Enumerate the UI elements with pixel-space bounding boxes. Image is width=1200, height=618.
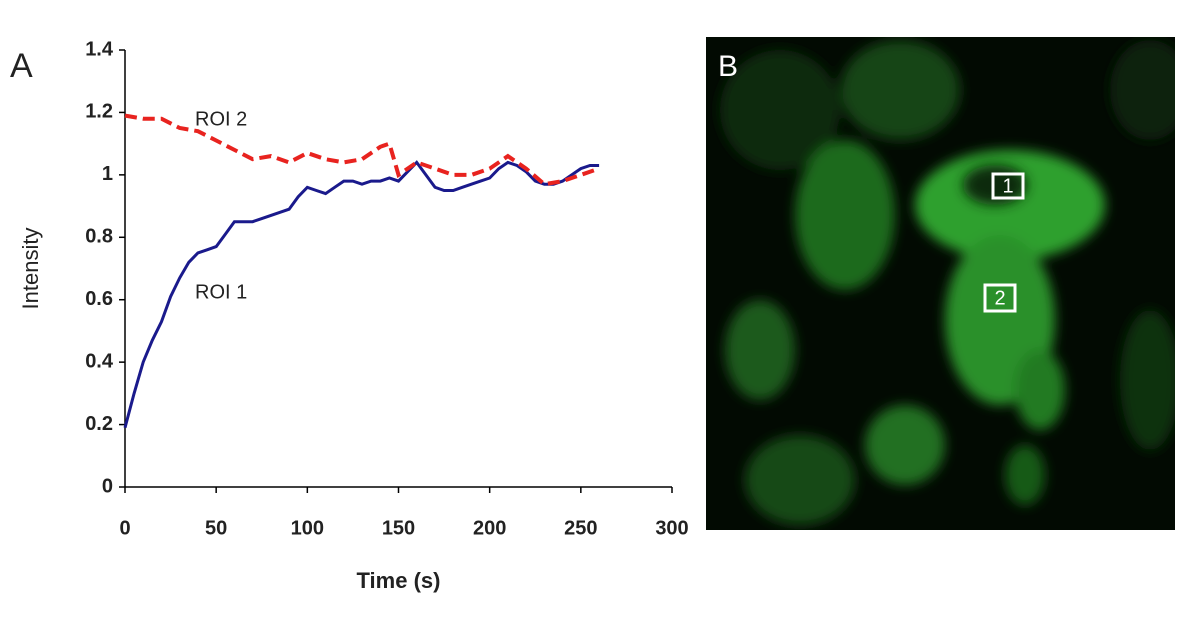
- x-tick-label: 300: [655, 517, 688, 539]
- series-line: [124, 113, 600, 187]
- y-tick-label: 1.2: [85, 101, 113, 123]
- y-tick-label: 0: [102, 475, 113, 497]
- y-tick-label: 1.4: [85, 38, 114, 60]
- y-tick-label: 0.2: [85, 413, 113, 435]
- y-tick-label: 0.6: [85, 288, 113, 310]
- x-tick-label: 200: [473, 517, 506, 539]
- x-tick-label: 150: [382, 517, 415, 539]
- panel-label: B: [718, 50, 738, 83]
- y-axis-title: Intensity: [18, 228, 43, 310]
- roi-marker: 1: [1002, 175, 1013, 197]
- x-tick-label: 250: [564, 517, 597, 539]
- roi-marker: 2: [994, 287, 1005, 309]
- x-tick-label: 0: [119, 517, 130, 539]
- x-axis-title: Time (s): [357, 568, 441, 593]
- series-line: [123, 160, 600, 429]
- micrograph: [706, 37, 1175, 530]
- x-tick-label: 100: [291, 517, 324, 539]
- x-tick-label: 50: [205, 517, 227, 539]
- roi-box: [983, 283, 1017, 313]
- y-tick-label: 1: [102, 163, 113, 185]
- y-tick-label: 0.4: [85, 350, 114, 372]
- series-label: ROI 1: [195, 281, 247, 303]
- series-label: ROI 2: [195, 108, 247, 130]
- panel-label: A: [10, 47, 33, 85]
- roi-box: [991, 172, 1025, 200]
- y-tick-label: 0.8: [85, 226, 113, 248]
